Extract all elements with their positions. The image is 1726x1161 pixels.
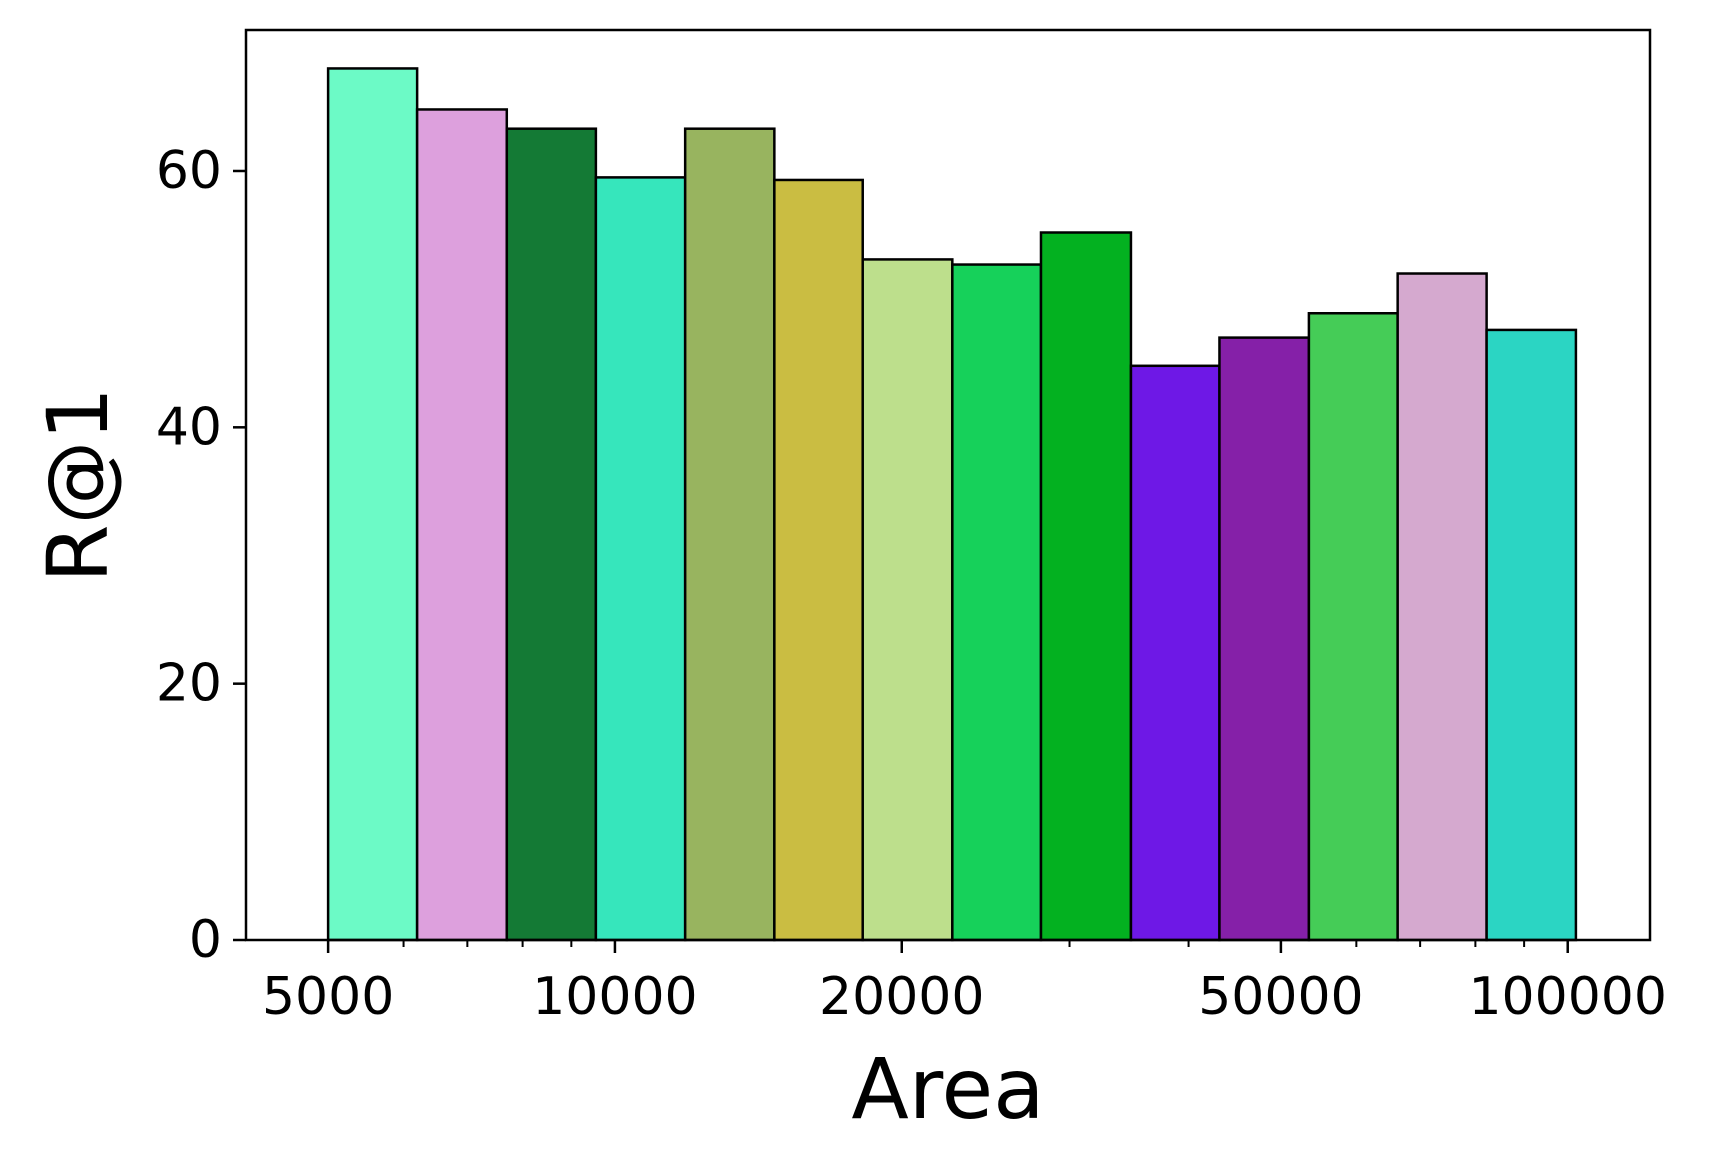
x-tick-label: 50000 [1198, 967, 1363, 1027]
x-tick-label: 20000 [819, 967, 984, 1027]
bar-9 [1039, 231, 1133, 942]
bar-11 [1218, 336, 1311, 942]
x-tick-label: 10000 [532, 967, 697, 1027]
bar-7 [861, 258, 954, 942]
bar-1 [326, 67, 419, 942]
bar-14 [1485, 328, 1578, 942]
x-tick-label: 100000 [1468, 967, 1667, 1027]
y-tick-label: 60 [156, 141, 222, 201]
ticks-layer: 0 20 40 60 5000 10000 20000 50000 100000 [156, 141, 1667, 1027]
plot-frame [244, 28, 1652, 942]
bar-4 [594, 176, 687, 942]
x-tick-label: 5000 [262, 967, 394, 1027]
y-tick-label: 20 [156, 654, 222, 714]
y-tick-label: 40 [156, 397, 222, 457]
y-tick-label: 0 [189, 910, 222, 970]
bar-13 [1396, 272, 1488, 942]
bar-8 [951, 263, 1043, 942]
bar-10 [1129, 364, 1221, 942]
bar-5 [683, 127, 776, 942]
bar-2 [415, 108, 509, 942]
bars-layer [326, 67, 1578, 942]
y-axis-label: R@1 [29, 387, 127, 583]
x-axis-label: Area [851, 1040, 1044, 1138]
bar-6 [773, 178, 864, 942]
bar-12 [1307, 312, 1399, 942]
bar-3 [505, 127, 598, 942]
